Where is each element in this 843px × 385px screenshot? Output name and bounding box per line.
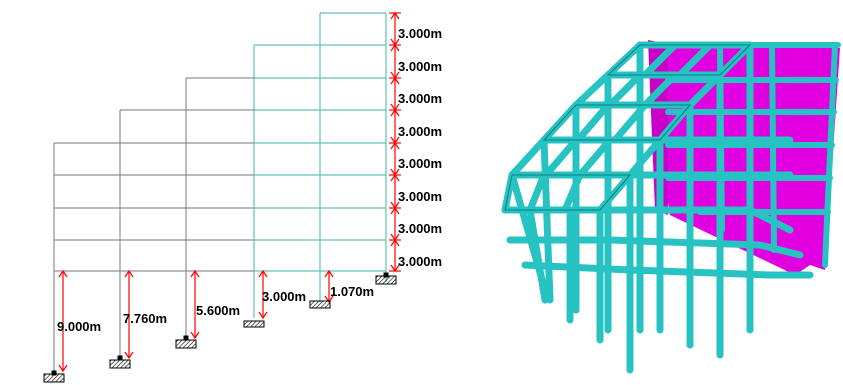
support-label-4: 3.000m [262, 289, 306, 304]
frame-grid-right [253, 12, 387, 318]
storey-label-8: 3.000m [398, 254, 442, 269]
storey-dimension-line [389, 11, 401, 273]
frame-grid-left [53, 77, 254, 371]
support-icon [243, 320, 265, 328]
storey-label-4: 3.000m [398, 124, 442, 139]
member-edges [504, 44, 752, 211]
fixed-supports [43, 272, 397, 383]
support-label-1: 9.000m [57, 319, 101, 334]
storey-label-6: 3.000m [398, 189, 442, 204]
support-label-5: 1.070m [330, 284, 374, 299]
support-icon [175, 339, 197, 349]
storey-label-2: 3.000m [398, 59, 442, 74]
support-icon [309, 300, 331, 309]
support-icon [109, 359, 131, 369]
support-dimension-lines [58, 269, 334, 373]
storey-label-3: 3.000m [398, 91, 442, 106]
isometric-3d-view [501, 40, 841, 374]
storey-label-7: 3.000m [398, 221, 442, 236]
storey-label-5: 3.000m [398, 156, 442, 171]
storey-label-1: 3.000m [398, 26, 442, 41]
support-label-2: 7.760m [123, 311, 167, 326]
support-height-labels: 9.000m 7.760m 5.600m 3.000m 1.070m [57, 284, 374, 334]
support-label-3: 5.600m [196, 303, 240, 318]
elevation-view: 3.000m 3.000m 3.000m 3.000m 3.000m 3.000… [43, 11, 442, 383]
storey-height-labels: 3.000m 3.000m 3.000m 3.000m 3.000m 3.000… [398, 26, 442, 269]
frame-members [501, 41, 814, 374]
